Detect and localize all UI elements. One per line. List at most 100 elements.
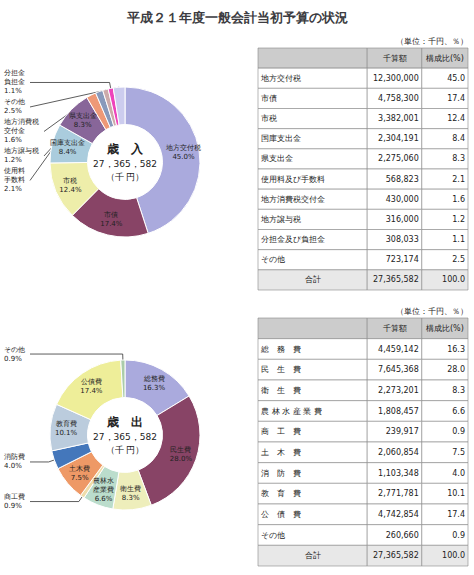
svg-text:12.4: 12.4 xyxy=(447,114,465,123)
svg-text:県支出金: 県支出金 xyxy=(261,154,293,163)
svg-text:その他: その他 xyxy=(4,346,25,354)
svg-text:市税: 市税 xyxy=(63,177,77,185)
svg-text:260,660: 260,660 xyxy=(386,531,419,540)
svg-text:その他: その他 xyxy=(261,531,285,540)
svg-text:7.5%: 7.5% xyxy=(71,474,89,482)
svg-text:27，365，582: 27，365，582 xyxy=(93,432,157,442)
svg-text:千算額: 千算額 xyxy=(383,324,407,333)
svg-text:産業費: 産業費 xyxy=(93,486,114,494)
svg-text:1.6%: 1.6% xyxy=(4,136,22,144)
svg-text:17.4%: 17.4% xyxy=(100,220,123,228)
svg-text:（単位：千円、％）: （単位：千円、％） xyxy=(396,307,468,316)
svg-text:千算額: 千算額 xyxy=(383,54,407,63)
svg-text:その他: その他 xyxy=(261,255,285,264)
svg-text:8.3%: 8.3% xyxy=(74,121,92,129)
svg-text:分担金: 分担金 xyxy=(4,69,25,77)
svg-text:歳 出: 歳 出 xyxy=(106,415,143,429)
svg-text:0.9: 0.9 xyxy=(452,531,465,540)
svg-text:地方譲与税: 地方譲与税 xyxy=(3,147,39,155)
svg-text:28.0%: 28.0% xyxy=(170,455,193,463)
svg-text:0.9: 0.9 xyxy=(452,427,465,436)
svg-text:239,917: 239,917 xyxy=(386,427,419,436)
svg-text:308,033: 308,033 xyxy=(386,235,419,244)
svg-text:合計: 合計 xyxy=(305,275,321,284)
svg-text:12.4%: 12.4% xyxy=(59,186,82,194)
svg-text:構成比(%): 構成比(%) xyxy=(426,324,464,333)
svg-text:2,304,191: 2,304,191 xyxy=(378,134,419,143)
svg-text:10.1%: 10.1% xyxy=(55,429,78,437)
svg-text:1,103,348: 1,103,348 xyxy=(378,469,419,478)
svg-text:構成比(%): 構成比(%) xyxy=(426,54,464,63)
svg-text:100.0: 100.0 xyxy=(442,551,465,560)
svg-text:1.1: 1.1 xyxy=(452,235,465,244)
svg-text:45.0%: 45.0% xyxy=(172,153,195,161)
svg-text:負担金: 負担金 xyxy=(4,78,25,86)
svg-text:2,060,854: 2,060,854 xyxy=(378,448,419,457)
svg-text:2,275,060: 2,275,060 xyxy=(378,154,419,163)
svg-text:地方交付税: 地方交付税 xyxy=(165,144,201,152)
svg-text:土木費: 土木費 xyxy=(69,465,90,473)
svg-text:土 木 費: 土 木 費 xyxy=(261,448,301,457)
svg-text:17.4: 17.4 xyxy=(447,94,465,103)
svg-text:17.4: 17.4 xyxy=(447,510,465,519)
svg-text:使用料及び手数料: 使用料及び手数料 xyxy=(261,175,325,184)
svg-text:27,365,582: 27,365,582 xyxy=(373,551,419,560)
svg-text:交付金: 交付金 xyxy=(4,127,25,135)
svg-text:民 生 費: 民 生 費 xyxy=(261,365,301,374)
svg-text:地方譲与税: 地方譲与税 xyxy=(260,215,301,224)
svg-text:12,300,000: 12,300,000 xyxy=(373,74,419,83)
svg-text:民生費: 民生費 xyxy=(170,446,191,454)
svg-text:公債費: 公債費 xyxy=(81,378,102,386)
svg-text:総務費: 総務費 xyxy=(143,375,165,383)
svg-text:8.4: 8.4 xyxy=(452,134,465,143)
svg-text:8.3: 8.3 xyxy=(452,386,465,395)
svg-text:消防費: 消防費 xyxy=(4,453,25,461)
svg-text:地方消費税: 地方消費税 xyxy=(3,118,39,126)
svg-text:国庫支出金: 国庫支出金 xyxy=(261,134,301,143)
svg-text:2,273,201: 2,273,201 xyxy=(378,386,419,395)
svg-text:（単位：千円、％）: （単位：千円、％） xyxy=(396,37,468,46)
svg-text:1,808,457: 1,808,457 xyxy=(378,407,419,416)
svg-text:市税: 市税 xyxy=(261,114,277,123)
svg-text:市債: 市債 xyxy=(261,94,277,103)
svg-text:7,645,368: 7,645,368 xyxy=(378,365,419,374)
svg-text:分担金及び負担金: 分担金及び負担金 xyxy=(261,235,325,244)
svg-text:2,771,781: 2,771,781 xyxy=(378,489,419,498)
svg-text:2.5%: 2.5% xyxy=(4,107,22,115)
svg-text:6.6%: 6.6% xyxy=(95,495,113,503)
svg-text:8.3%: 8.3% xyxy=(122,494,140,502)
svg-text:17.4%: 17.4% xyxy=(80,387,103,395)
svg-text:商 工 費: 商 工 費 xyxy=(261,427,301,436)
svg-text:手数料: 手数料 xyxy=(4,176,25,184)
svg-text:4,459,142: 4,459,142 xyxy=(378,345,419,354)
svg-text:地方交付税: 地方交付税 xyxy=(260,74,301,83)
svg-text:消 防 費: 消 防 費 xyxy=(261,469,301,478)
svg-text:商工費: 商工費 xyxy=(4,493,25,501)
svg-text:1.2: 1.2 xyxy=(452,215,465,224)
svg-text:合計: 合計 xyxy=(305,551,321,560)
svg-text:地方消費税交付金: 地方消費税交付金 xyxy=(260,195,325,204)
svg-text:衛 生 費: 衛 生 費 xyxy=(261,386,301,395)
svg-text:568,823: 568,823 xyxy=(386,175,419,184)
svg-text:4.0%: 4.0% xyxy=(4,462,22,470)
svg-text:8.4%: 8.4% xyxy=(59,148,77,156)
svg-text:県支出金: 県支出金 xyxy=(69,112,97,120)
svg-text:使用料: 使用料 xyxy=(4,167,25,175)
svg-text:1.6: 1.6 xyxy=(452,195,465,204)
svg-text:（千 円）: （千 円） xyxy=(106,445,145,455)
svg-text:16.3%: 16.3% xyxy=(143,384,166,392)
svg-text:国庫支出金: 国庫支出金 xyxy=(50,139,85,147)
svg-text:8.3: 8.3 xyxy=(452,154,465,163)
svg-text:0.9%: 0.9% xyxy=(4,502,22,510)
svg-text:2.1: 2.1 xyxy=(452,175,465,184)
svg-text:4,758,300: 4,758,300 xyxy=(378,94,419,103)
svg-text:316,000: 316,000 xyxy=(386,215,419,224)
svg-text:教 育 費: 教 育 費 xyxy=(261,489,301,498)
svg-text:平成２１年度一般会計当初予算の状況: 平成２１年度一般会計当初予算の状況 xyxy=(126,10,348,25)
svg-text:7.5: 7.5 xyxy=(452,448,465,457)
svg-text:農 林 水 産 業 費: 農 林 水 産 業 費 xyxy=(261,407,322,416)
svg-text:農林水: 農林水 xyxy=(93,477,114,485)
svg-text:2.5: 2.5 xyxy=(452,255,465,264)
svg-text:16.3: 16.3 xyxy=(447,345,465,354)
svg-text:27,365,582: 27,365,582 xyxy=(373,275,419,284)
